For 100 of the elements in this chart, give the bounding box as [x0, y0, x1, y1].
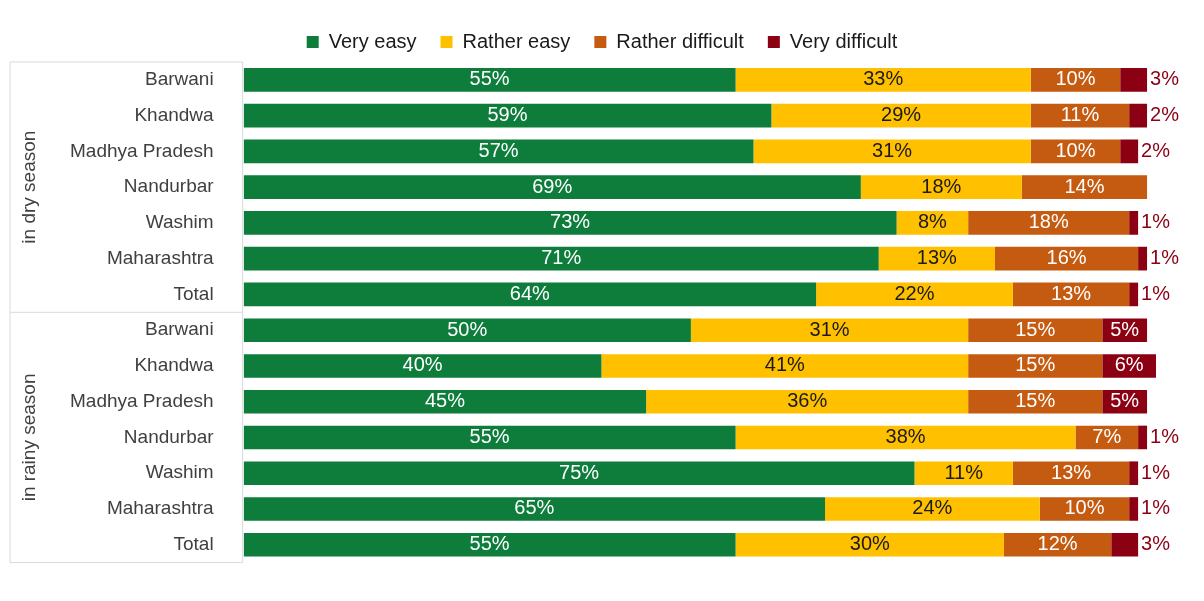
- data-label: 30%: [849, 532, 890, 555]
- bar: [825, 497, 1040, 521]
- data-label: 10%: [1055, 67, 1096, 90]
- data-label: 55%: [469, 424, 510, 447]
- bar: [735, 532, 1004, 557]
- y-tick-label: Khandwa: [134, 354, 215, 376]
- bar: [914, 461, 1013, 486]
- bar: [968, 318, 1103, 342]
- data-label: 29%: [881, 103, 922, 126]
- bar: [735, 68, 1031, 92]
- y-tick-label: Nandurbar: [123, 425, 215, 447]
- data-label: 22%: [894, 281, 935, 304]
- y-tick-label: Madhya Pradesh: [69, 139, 214, 161]
- bar: [1111, 532, 1139, 557]
- data-label: 2%: [1150, 103, 1180, 126]
- data-label: 14%: [1064, 174, 1105, 197]
- y-tick-label: Washim: [145, 211, 214, 233]
- legend-label: Rather easy: [462, 29, 571, 52]
- data-label: 18%: [1028, 210, 1069, 233]
- data-label: 5%: [1110, 389, 1140, 412]
- data-label: 2%: [1141, 138, 1171, 161]
- legend-label: Very easy: [328, 29, 417, 52]
- data-label: 11%: [944, 460, 984, 483]
- bar: [1120, 68, 1148, 92]
- data-label: 5%: [1110, 317, 1140, 340]
- data-label: 64%: [509, 281, 551, 304]
- data-label: 7%: [1092, 424, 1122, 447]
- bar: [243, 461, 915, 486]
- data-label: 57%: [478, 138, 519, 161]
- data-label: 33%: [863, 67, 904, 90]
- bar: [243, 246, 879, 271]
- y-tick-label: Total: [173, 282, 214, 304]
- data-label: 3%: [1141, 532, 1171, 555]
- text: in dry season: [18, 130, 40, 244]
- data-label: 50%: [447, 317, 488, 340]
- bar: [1138, 425, 1148, 450]
- bar: [243, 354, 602, 378]
- bar: [1129, 211, 1139, 235]
- data-label: 41%: [764, 353, 806, 376]
- y-tick-label: Maharashtra: [106, 246, 215, 268]
- bar: [690, 318, 969, 342]
- y-tick-label: Total: [173, 532, 214, 554]
- data-label: 3%: [1150, 67, 1180, 90]
- bar: [968, 354, 1103, 378]
- data-label: 13%: [1051, 460, 1092, 483]
- data-label: 40%: [402, 353, 443, 376]
- data-label: 59%: [487, 103, 528, 126]
- data-label: 13%: [1051, 281, 1092, 304]
- data-label: 1%: [1150, 246, 1180, 269]
- y-tick-label: Nandurbar: [123, 175, 215, 197]
- bar: [243, 282, 817, 307]
- bar: [1129, 103, 1148, 128]
- bar: [753, 139, 1031, 164]
- bar: [243, 425, 736, 450]
- bar: [601, 354, 969, 378]
- bar: [243, 68, 736, 92]
- data-label: 15%: [1015, 317, 1056, 340]
- data-label: 1%: [1141, 496, 1171, 519]
- y-tick-label: Barwani: [144, 318, 214, 340]
- bar: [243, 318, 691, 342]
- bar: [1003, 532, 1112, 557]
- data-label: 10%: [1055, 138, 1096, 161]
- data-label: 11%: [1060, 103, 1100, 126]
- data-label: 75%: [559, 460, 600, 483]
- data-label: 1%: [1150, 424, 1180, 447]
- data-label: 10%: [1064, 496, 1105, 519]
- bar: [243, 532, 736, 557]
- data-label: 8%: [917, 210, 948, 233]
- data-label: 15%: [1015, 389, 1056, 412]
- bar: [646, 389, 969, 414]
- bar: [243, 497, 826, 521]
- bar: [1021, 175, 1148, 199]
- bar: [243, 139, 754, 164]
- data-label: 55%: [469, 532, 510, 555]
- bar: [771, 103, 1031, 128]
- legend-label: Rather difficult: [616, 29, 745, 52]
- bar: [1129, 282, 1139, 307]
- data-label: 13%: [916, 246, 958, 269]
- bar: [1012, 461, 1130, 486]
- data-label: 55%: [469, 67, 510, 90]
- data-label: 16%: [1046, 246, 1087, 269]
- y-tick-label: Madhya Pradesh: [69, 389, 214, 411]
- bar: [1138, 246, 1148, 271]
- bar: [243, 175, 861, 199]
- data-label: 69%: [532, 174, 573, 197]
- bar: [860, 175, 1022, 199]
- bar: [735, 425, 1076, 450]
- bar: [968, 211, 1130, 235]
- bar: [1129, 497, 1139, 521]
- data-label: 45%: [424, 389, 466, 412]
- bar: [243, 389, 647, 414]
- data-label: 38%: [885, 424, 926, 447]
- data-label: 36%: [787, 389, 828, 412]
- data-label: 31%: [872, 138, 913, 161]
- y-tick-label: Barwani: [144, 68, 214, 90]
- bar: [1129, 461, 1139, 486]
- data-label: 12%: [1037, 532, 1078, 555]
- data-label: 31%: [809, 317, 850, 340]
- bar: [243, 211, 897, 235]
- data-label: 1%: [1141, 281, 1171, 304]
